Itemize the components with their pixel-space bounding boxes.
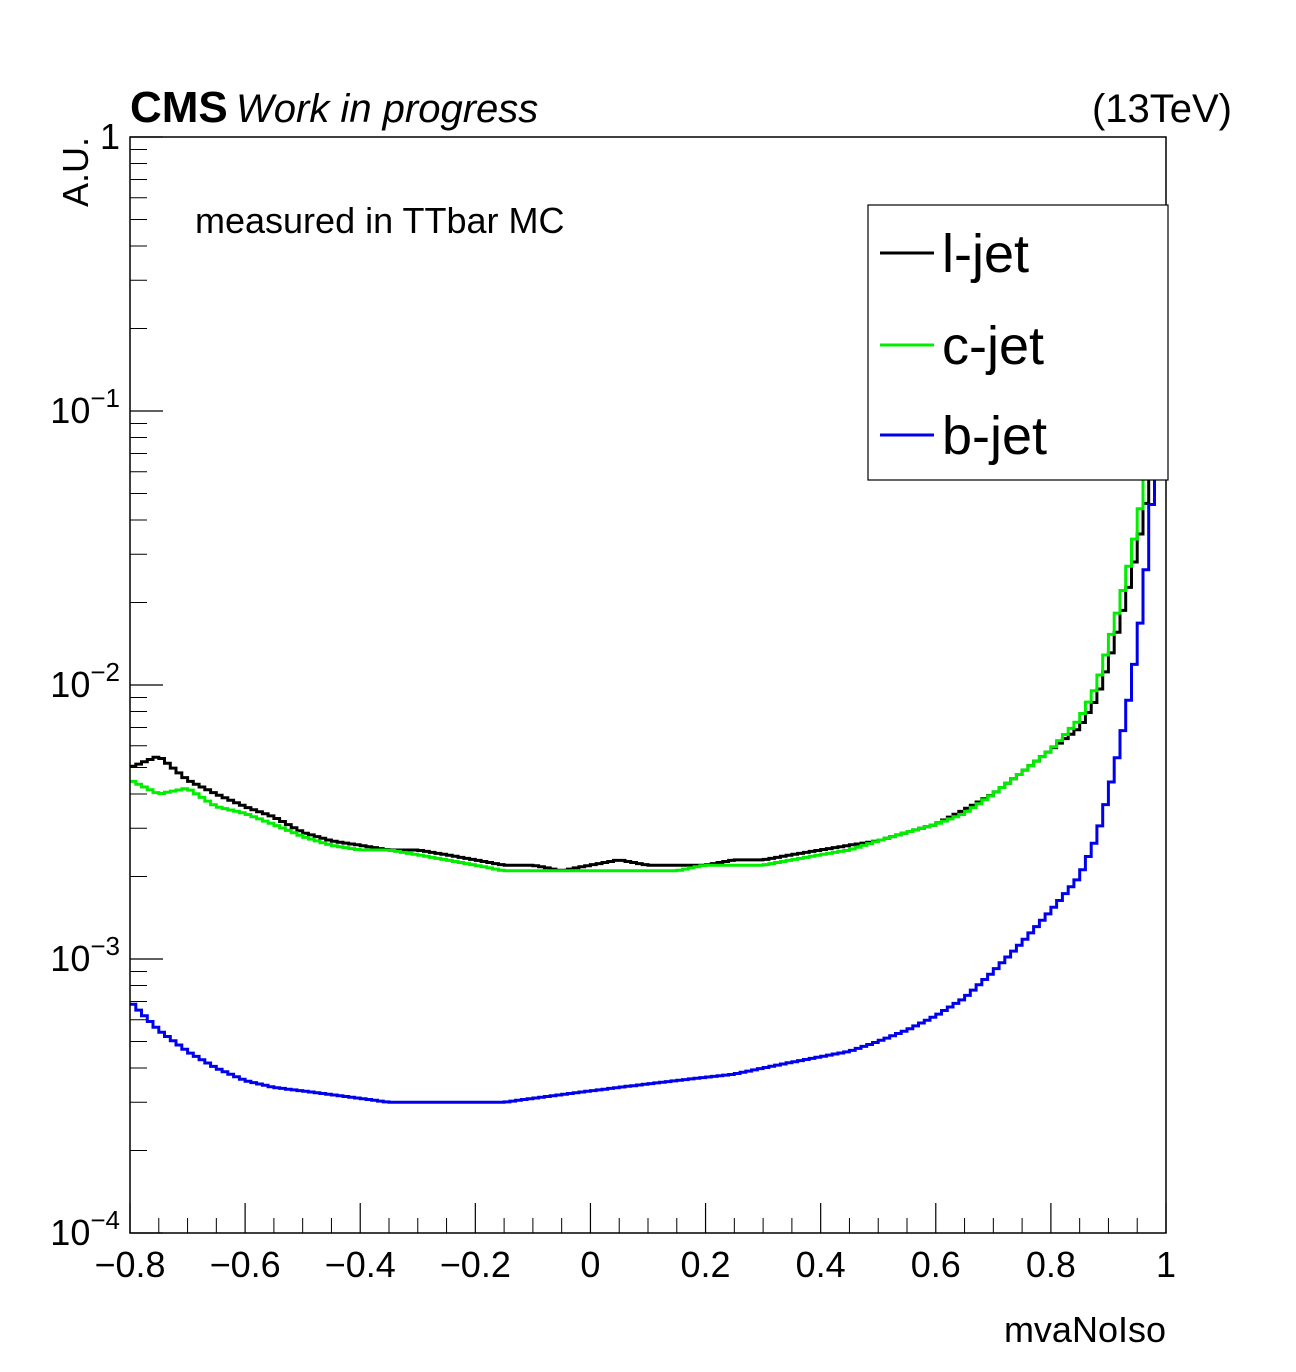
y-tick-label: 10−1 — [50, 383, 120, 431]
x-tick-label: 0.8 — [1026, 1244, 1076, 1285]
x-axis-title: mvaNoIso — [1004, 1309, 1166, 1350]
cms-label: CMS — [130, 83, 228, 132]
series-layer — [130, 240, 1166, 1104]
x-tick-label: 0.2 — [681, 1244, 731, 1285]
energy-label: (13TeV) — [1092, 87, 1232, 131]
legend-label-b-jet: b-jet — [942, 406, 1047, 466]
legend-label-c-jet: c-jet — [942, 316, 1044, 376]
y-tick-label: 10−3 — [50, 931, 120, 979]
legend: l-jet c-jet b-jet — [867, 204, 1169, 481]
x-tick-label: 1 — [1156, 1244, 1176, 1285]
x-tick-label: −0.4 — [325, 1244, 396, 1285]
tick-labels: −0.8 −0.6 −0.4 −0.2 0 0.2 0.4 0.6 0.8 1 10−4 10−3 10… — [50, 116, 1176, 1285]
y-tick-label: 10−2 — [50, 657, 120, 705]
x-tick-label: 0.4 — [796, 1244, 846, 1285]
series-c-jet — [130, 285, 1166, 873]
x-tick-label: −0.2 — [440, 1244, 511, 1285]
status-label: Work in progress — [236, 87, 538, 131]
annotation-text: measured in TTbar MC — [195, 200, 564, 241]
x-tick-label: −0.8 — [94, 1244, 165, 1285]
x-tick-label: 0.6 — [911, 1244, 961, 1285]
y-tick-label: 1 — [100, 116, 120, 157]
legend-label-l-jet: l-jet — [942, 224, 1029, 284]
x-tick-label: 0 — [580, 1244, 600, 1285]
x-tick-label: −0.6 — [210, 1244, 281, 1285]
plot-frame — [129, 136, 1167, 1234]
y-axis-title: A.U. — [55, 137, 96, 207]
series-b-jet — [130, 240, 1166, 1104]
y-tick-label: 10−4 — [50, 1205, 120, 1253]
